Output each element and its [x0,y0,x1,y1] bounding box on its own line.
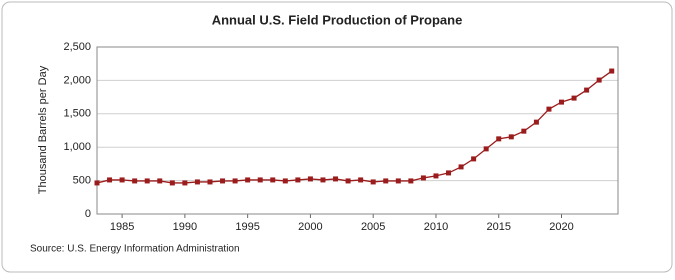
x-tick-label: 1990 [173,221,197,233]
marker [345,178,351,184]
marker [144,178,150,184]
marker [220,178,226,184]
marker [395,178,401,184]
marker [257,177,263,183]
marker [609,68,615,74]
marker [596,77,602,83]
marker [169,180,175,186]
x-tick-label: 2000 [298,221,322,233]
x-tick-label: 2010 [424,221,448,233]
y-tick-label: 1,000 [63,141,91,153]
y-tick-label: 500 [73,175,91,187]
marker [420,175,426,181]
marker [182,180,188,186]
marker [132,178,138,184]
marker [307,176,313,182]
marker [232,178,238,184]
marker [358,177,364,183]
marker [521,128,527,134]
marker [333,176,339,182]
chart-title: Annual U.S. Field Production of Propane [212,12,463,27]
marker [483,146,489,152]
marker [94,180,100,186]
marker [207,179,213,185]
marker [471,156,477,162]
marker [458,164,464,170]
marker [370,179,376,185]
marker [584,87,590,93]
y-tick-label: 2,500 [63,41,91,53]
marker [546,106,552,112]
marker [245,177,251,183]
x-tick-label: 2015 [486,221,510,233]
marker [157,178,163,184]
marker [107,177,113,183]
marker [408,178,414,184]
source: Source: U.S. Energy Information Administ… [30,244,240,255]
marker [496,136,502,142]
marker [433,173,439,179]
marker [533,119,539,125]
marker [508,134,514,140]
marker [571,95,577,101]
marker [194,179,200,185]
marker [270,177,276,183]
marker [559,99,565,105]
y-tick-label: 0 [85,208,91,220]
marker [446,170,452,176]
marker [320,177,326,183]
x-tick-label: 1985 [110,221,134,233]
x-tick-label: 2020 [549,221,573,233]
marker [282,178,288,184]
y-axis-label: Thousand Barrels per Day [37,65,49,194]
marker [383,178,389,184]
plot-area [96,46,619,215]
frame [1,1,673,273]
y-tick-label: 2,000 [63,74,91,86]
x-tick-label: 1995 [235,221,259,233]
x-tick-label: 2005 [361,221,385,233]
y-tick-label: 1,500 [63,108,91,120]
marker [295,177,301,183]
marker [119,177,125,183]
